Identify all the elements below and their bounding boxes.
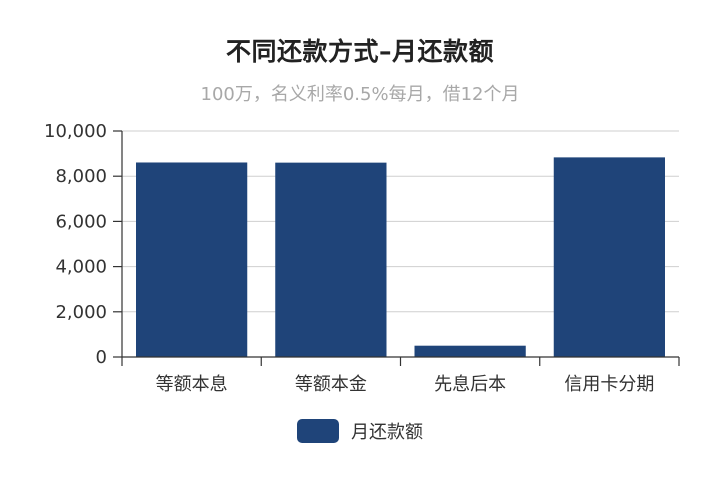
legend: 月还款额	[0, 418, 720, 444]
y-tick-label: 0	[96, 347, 107, 368]
y-tick-label: 8,000	[55, 166, 107, 187]
x-tick-label: 等额本息	[156, 374, 228, 395]
legend-swatch	[297, 419, 339, 443]
x-tick-label: 信用卡分期	[564, 374, 654, 395]
chart-title: 不同还款方式–月还款额	[225, 37, 494, 66]
y-tick-label: 2,000	[55, 302, 107, 323]
bar	[136, 162, 248, 357]
bar	[414, 345, 526, 357]
legend-label: 月还款额	[351, 422, 423, 443]
y-tick-label: 4,000	[55, 257, 107, 278]
y-tick-label: 6,000	[55, 211, 107, 232]
x-tick-label: 等额本金	[295, 374, 367, 395]
chart-subtitle: 100万，名义利率0.5%每月，借12个月	[200, 84, 520, 105]
y-tick-label: 10,000	[44, 121, 107, 142]
x-tick-label: 先息后本	[434, 374, 506, 395]
bar	[553, 157, 665, 357]
bar	[275, 162, 387, 357]
